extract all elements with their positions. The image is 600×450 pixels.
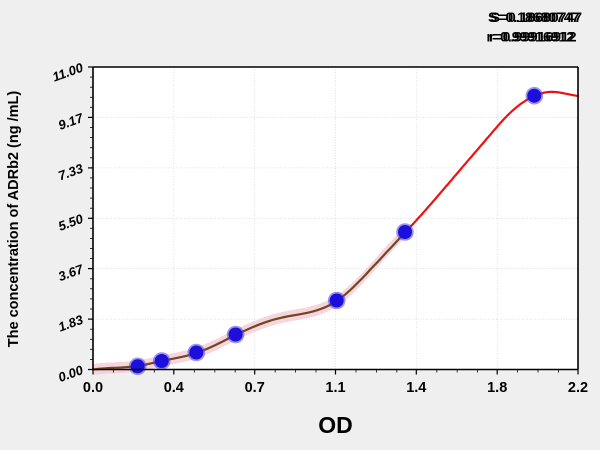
svg-text:2.2: 2.2 — [568, 380, 588, 396]
svg-text:r=0.99916912: r=0.99916912 — [489, 29, 577, 45]
svg-text:1.1: 1.1 — [325, 380, 345, 396]
svg-text:1.8: 1.8 — [487, 380, 507, 396]
svg-text:0.0: 0.0 — [83, 380, 103, 396]
svg-text:0.4: 0.4 — [164, 380, 184, 396]
svg-text:OD: OD — [318, 412, 353, 438]
svg-text:S=0.18680747: S=0.18680747 — [491, 9, 583, 25]
svg-text:The concentration of ADRb2 (ng: The concentration of ADRb2 (ng /mL) — [6, 91, 22, 348]
svg-text:0.7: 0.7 — [245, 380, 265, 396]
svg-text:1.4: 1.4 — [406, 380, 426, 396]
